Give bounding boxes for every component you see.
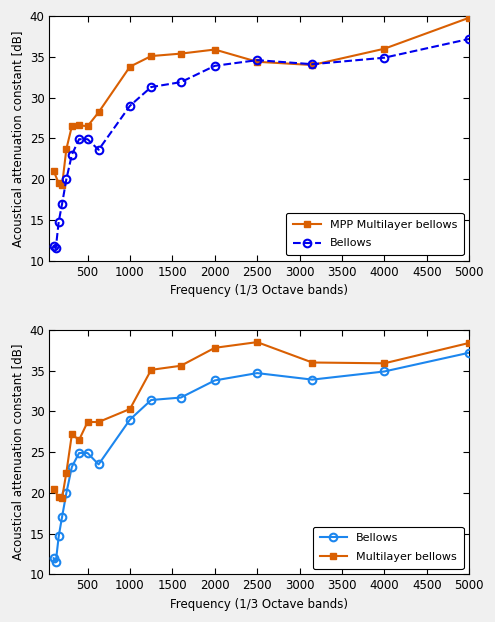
Bellows [127,102,133,109]
MPP Multilayer bellows [212,46,218,53]
Line: MPP Multilayer bellows: MPP Multilayer bellows [50,14,472,188]
X-axis label: Frequency (1/3 Octave bands): Frequency (1/3 Octave bands) [170,598,348,611]
X-axis label: Frequency (1/3 Octave bands): Frequency (1/3 Octave bands) [170,284,348,297]
Multilayer bellows [127,406,133,413]
Bellows [212,62,218,70]
MPP Multilayer bellows [69,123,75,130]
MPP Multilayer bellows [96,109,101,116]
Multilayer bellows [466,339,472,346]
Bellows [69,463,75,471]
Bellows [178,394,184,401]
MPP Multilayer bellows [76,122,82,129]
MPP Multilayer bellows [56,180,62,187]
Bellows [466,349,472,356]
Multilayer bellows [50,485,56,493]
MPP Multilayer bellows [254,58,260,65]
Bellows [56,218,62,225]
Bellows [96,461,101,468]
Multilayer bellows [59,494,65,501]
Bellows [466,35,472,43]
Multilayer bellows [56,493,62,501]
MPP Multilayer bellows [148,52,154,60]
Bellows [56,532,62,540]
Multilayer bellows [178,362,184,369]
Legend: MPP Multilayer bellows, Bellows: MPP Multilayer bellows, Bellows [286,213,464,255]
Bellows [127,416,133,424]
Y-axis label: Acoustical attenuation constant [dB]: Acoustical attenuation constant [dB] [11,30,24,247]
Bellows [69,151,75,159]
MPP Multilayer bellows [85,123,91,130]
Bellows [381,54,387,62]
Bellows [53,244,59,252]
Bellows [381,368,387,375]
Line: Bellows: Bellows [50,35,473,253]
Bellows [53,559,59,566]
MPP Multilayer bellows [309,62,315,69]
Bellows [50,554,56,562]
MPP Multilayer bellows [178,50,184,57]
Bellows [85,449,91,457]
MPP Multilayer bellows [127,63,133,70]
Multilayer bellows [76,436,82,443]
MPP Multilayer bellows [63,146,69,153]
Bellows [85,136,91,143]
Bellows [59,513,65,521]
Bellows [148,83,154,91]
Multilayer bellows [309,359,315,366]
Y-axis label: Acoustical attenuation constant [dB]: Acoustical attenuation constant [dB] [11,344,24,560]
Bellows [178,78,184,86]
MPP Multilayer bellows [381,45,387,52]
MPP Multilayer bellows [59,181,65,188]
Line: Bellows: Bellows [50,349,473,566]
Bellows [254,57,260,64]
MPP Multilayer bellows [50,167,56,175]
Bellows [309,376,315,383]
Bellows [212,377,218,384]
Multilayer bellows [254,338,260,346]
Multilayer bellows [69,430,75,438]
Bellows [63,490,69,497]
Multilayer bellows [85,418,91,425]
Bellows [148,396,154,404]
Multilayer bellows [148,366,154,374]
Bellows [254,369,260,377]
Multilayer bellows [381,360,387,367]
Bellows [76,449,82,457]
Line: Multilayer bellows: Multilayer bellows [50,339,472,501]
Multilayer bellows [212,344,218,351]
Bellows [63,175,69,183]
Bellows [76,136,82,143]
Bellows [96,146,101,154]
Bellows [50,243,56,250]
Bellows [59,200,65,207]
Multilayer bellows [96,418,101,425]
Bellows [309,60,315,68]
Multilayer bellows [63,469,69,476]
MPP Multilayer bellows [466,14,472,22]
Legend: Bellows, Multilayer bellows: Bellows, Multilayer bellows [313,527,464,569]
